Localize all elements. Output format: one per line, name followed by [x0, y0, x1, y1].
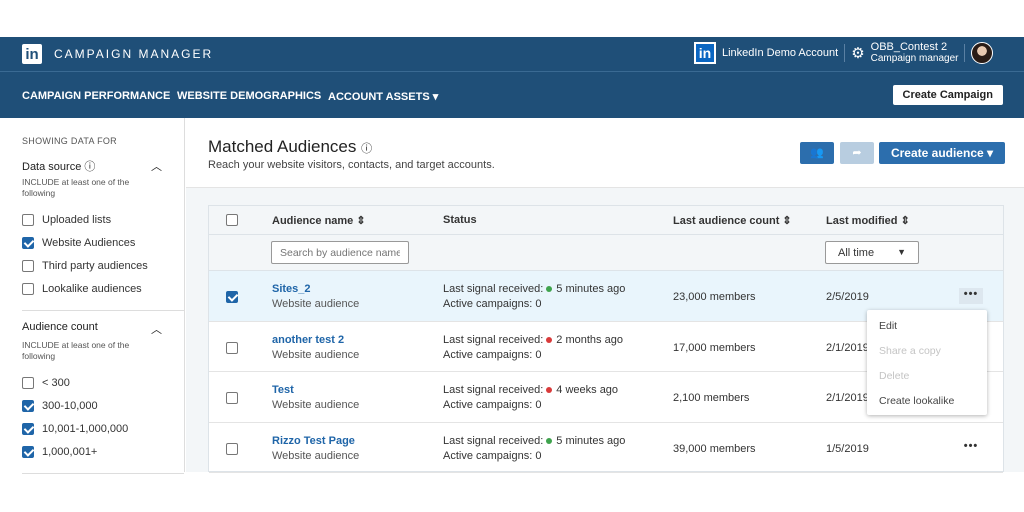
- more-actions-icon[interactable]: •••: [963, 439, 979, 452]
- users-icon: 👥: [810, 147, 824, 159]
- row-checkbox[interactable]: [226, 392, 238, 404]
- user-role: Campaign manager: [870, 53, 959, 64]
- audience-type: Website audience: [272, 348, 360, 361]
- data-source-hint: INCLUDE at least one of the following: [22, 177, 130, 198]
- audience-count-hint: INCLUDE at least one of the following: [22, 340, 130, 361]
- checkbox[interactable]: [22, 376, 34, 389]
- checkbox[interactable]: [22, 213, 34, 226]
- table-row[interactable]: Sites_2 Website audience Last signal rec…: [209, 271, 1003, 322]
- page-title: Matched Audiences: [208, 137, 357, 156]
- linkedin-account-icon: in: [694, 42, 716, 64]
- audience-name-link[interactable]: Rizzo Test Page: [272, 434, 355, 447]
- sidebar-heading: SHOWING DATA FOR: [22, 136, 117, 146]
- status-dot: [546, 387, 553, 393]
- menu-edit[interactable]: Edit: [879, 320, 898, 332]
- page-subtitle: Reach your website visitors, contacts, a…: [208, 159, 495, 171]
- nav-website-demographics[interactable]: WEBSITE DEMOGRAPHICS: [177, 90, 322, 102]
- top-bar: in CAMPAIGN MANAGER in LinkedIn Demo Acc…: [0, 37, 1024, 72]
- share-button: ➦: [840, 142, 874, 164]
- audience-name-link[interactable]: another test 2: [272, 333, 345, 346]
- col-last-count[interactable]: Last audience count ⇕: [673, 215, 792, 227]
- last-modified: 1/5/2019: [826, 442, 869, 455]
- chevron-up-icon[interactable]: ︿: [151, 324, 162, 336]
- filter-option[interactable]: Third party audiences: [22, 254, 162, 277]
- row-actions-menu: Edit Share a copy Delete Create lookalik…: [867, 310, 987, 415]
- more-actions-icon[interactable]: •••: [959, 288, 983, 304]
- row-checkbox[interactable]: [226, 442, 238, 455]
- active-campaigns: Active campaigns: 0: [443, 449, 542, 462]
- help-icon[interactable]: ⓘ: [361, 143, 373, 155]
- status-dot: [546, 437, 553, 444]
- audience-count-label: Audience count: [22, 321, 98, 333]
- filter-option[interactable]: Website Audiences: [22, 231, 162, 254]
- nav-campaign-performance[interactable]: CAMPAIGN PERFORMANCE: [22, 90, 171, 102]
- chevron-up-icon[interactable]: ︿: [151, 161, 162, 173]
- filter-option[interactable]: 1,000,001+: [22, 440, 162, 463]
- status-dot: [546, 336, 553, 343]
- checkbox[interactable]: [22, 282, 34, 295]
- audience-name-link[interactable]: Test: [272, 384, 294, 396]
- sidebar: SHOWING DATA FOR Data source ⓘ ︿ INCLUDE …: [0, 118, 185, 474]
- filter-option[interactable]: Lookalike audiences: [22, 277, 162, 300]
- filter-option[interactable]: 300-10,000: [22, 394, 162, 417]
- active-campaigns: Active campaigns: 0: [443, 399, 542, 411]
- select-all-checkbox[interactable]: [226, 214, 238, 226]
- signal-status: Last signal received: 5 minutes ago: [443, 283, 626, 295]
- account-name[interactable]: LinkedIn Demo Account: [722, 47, 839, 59]
- last-modified: 2/5/2019: [826, 291, 869, 303]
- linkedin-logo[interactable]: in: [22, 44, 42, 64]
- signal-status: Last signal received: 4 weeks ago: [443, 384, 619, 396]
- table-row[interactable]: Rizzo Test Page Website audience Last si…: [209, 423, 1003, 473]
- page-header: Matched Audiences ⓘ Reach your website v…: [186, 118, 1024, 188]
- menu-delete: Delete: [879, 370, 910, 382]
- create-audience-button[interactable]: Create audience ▾: [879, 142, 1005, 164]
- gear-icon[interactable]: ⚙: [851, 45, 865, 62]
- audience-type: Website audience: [272, 399, 360, 411]
- user-name: OBB_Contest 2: [870, 41, 948, 53]
- active-campaigns: Active campaigns: 0: [443, 298, 542, 310]
- share-icon: ➦: [852, 147, 862, 159]
- checkbox[interactable]: [22, 422, 34, 435]
- audience-count: 2,100 members: [673, 392, 750, 404]
- audience-name-link[interactable]: Sites_2: [272, 283, 311, 295]
- filter-option[interactable]: < 300: [22, 371, 162, 394]
- last-modified: 2/1/2019: [826, 341, 869, 354]
- table-row[interactable]: Test Website audience Last signal receiv…: [209, 372, 1003, 423]
- brand-title: CAMPAIGN MANAGER: [54, 47, 214, 61]
- help-icon[interactable]: ⓘ: [84, 161, 96, 173]
- col-audience-name[interactable]: Audience name ⇕: [272, 215, 366, 227]
- audience-count: 23,000 members: [673, 291, 756, 303]
- row-checkbox[interactable]: [226, 291, 238, 303]
- create-campaign-button[interactable]: Create Campaign: [892, 85, 1003, 105]
- data-source-label: Data source: [22, 161, 82, 173]
- last-modified: 2/1/2019: [826, 392, 869, 404]
- filter-option[interactable]: 10,001-1,000,000: [22, 417, 162, 440]
- checkbox[interactable]: [22, 399, 34, 412]
- filter-option[interactable]: Uploaded lists: [22, 208, 162, 231]
- col-status: Status: [443, 214, 477, 226]
- checkbox[interactable]: [22, 236, 34, 249]
- audience-type: Website audience: [272, 298, 360, 310]
- audience-count: 39,000 members: [673, 442, 756, 455]
- table-row[interactable]: another test 2 Website audience Last sig…: [209, 322, 1003, 372]
- signal-status: Last signal received: 5 minutes ago: [443, 434, 626, 447]
- status-dot: [546, 286, 553, 292]
- audience-count: 17,000 members: [673, 341, 756, 354]
- menu-create-lookalike[interactable]: Create lookalike: [879, 395, 955, 407]
- checkbox[interactable]: [22, 259, 34, 272]
- nav-account-assets[interactable]: ACCOUNT ASSETS ▾: [328, 91, 439, 103]
- audience-type: Website audience: [272, 449, 360, 462]
- signal-status: Last signal received: 2 months ago: [443, 333, 623, 346]
- main-nav: CAMPAIGN PERFORMANCE WEBSITE DEMOGRAPHIC…: [0, 72, 1024, 118]
- menu-share-copy: Share a copy: [879, 345, 941, 357]
- audience-users-button[interactable]: 👥: [800, 142, 834, 164]
- active-campaigns: Active campaigns: 0: [443, 348, 542, 361]
- avatar[interactable]: [971, 42, 994, 64]
- col-last-modified[interactable]: Last modified ⇕: [826, 215, 910, 227]
- row-checkbox[interactable]: [226, 341, 238, 354]
- checkbox[interactable]: [22, 445, 34, 458]
- table-header: Audience name ⇕ Status Last audience cou…: [209, 206, 1003, 235]
- date-filter-select[interactable]: All time ▼: [825, 241, 919, 264]
- search-input[interactable]: [271, 241, 409, 264]
